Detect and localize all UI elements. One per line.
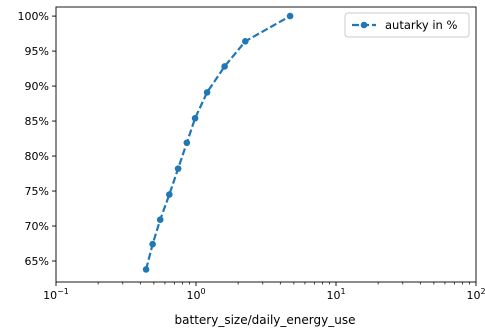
y-tick-label: 95% [25, 45, 49, 58]
plot-area: 65% 70% 75% 80% 85% 90% 95% 100% 10−1 100 101 102 [18, 6, 485, 302]
legend-frame [344, 12, 470, 38]
series-line [145, 15, 291, 270]
y-tick-label: 65% [25, 255, 49, 268]
data-point [203, 89, 211, 96]
y-tick-label: 70% [25, 220, 49, 233]
y-tick-label: 100% [18, 10, 49, 23]
data-point [174, 165, 182, 172]
data-point [156, 216, 164, 224]
y-tick-label: 80% [25, 150, 49, 163]
y-tick-label: 85% [25, 115, 49, 128]
x-tick-label: 10−1 [43, 287, 69, 302]
x-tick-label: 101 [326, 287, 345, 302]
data-point [242, 37, 249, 45]
legend: autarky in % [344, 12, 470, 38]
y-tick-label: 75% [25, 185, 49, 198]
x-tick-label: 102 [466, 287, 485, 302]
data-point [191, 114, 199, 122]
legend-entry-label: autarky in % [385, 18, 457, 32]
x-axis-label: battery_size/daily_energy_use [175, 313, 356, 327]
data-point [142, 266, 150, 273]
y-tick-label: 90% [25, 80, 49, 93]
data-point [149, 240, 156, 248]
x-tick-label: 100 [186, 287, 205, 302]
data-point [221, 63, 228, 70]
axes-frame [55, 6, 477, 283]
legend-marker [360, 21, 368, 29]
data-point [183, 139, 191, 147]
data-point [166, 191, 173, 198]
data-point [286, 12, 294, 20]
